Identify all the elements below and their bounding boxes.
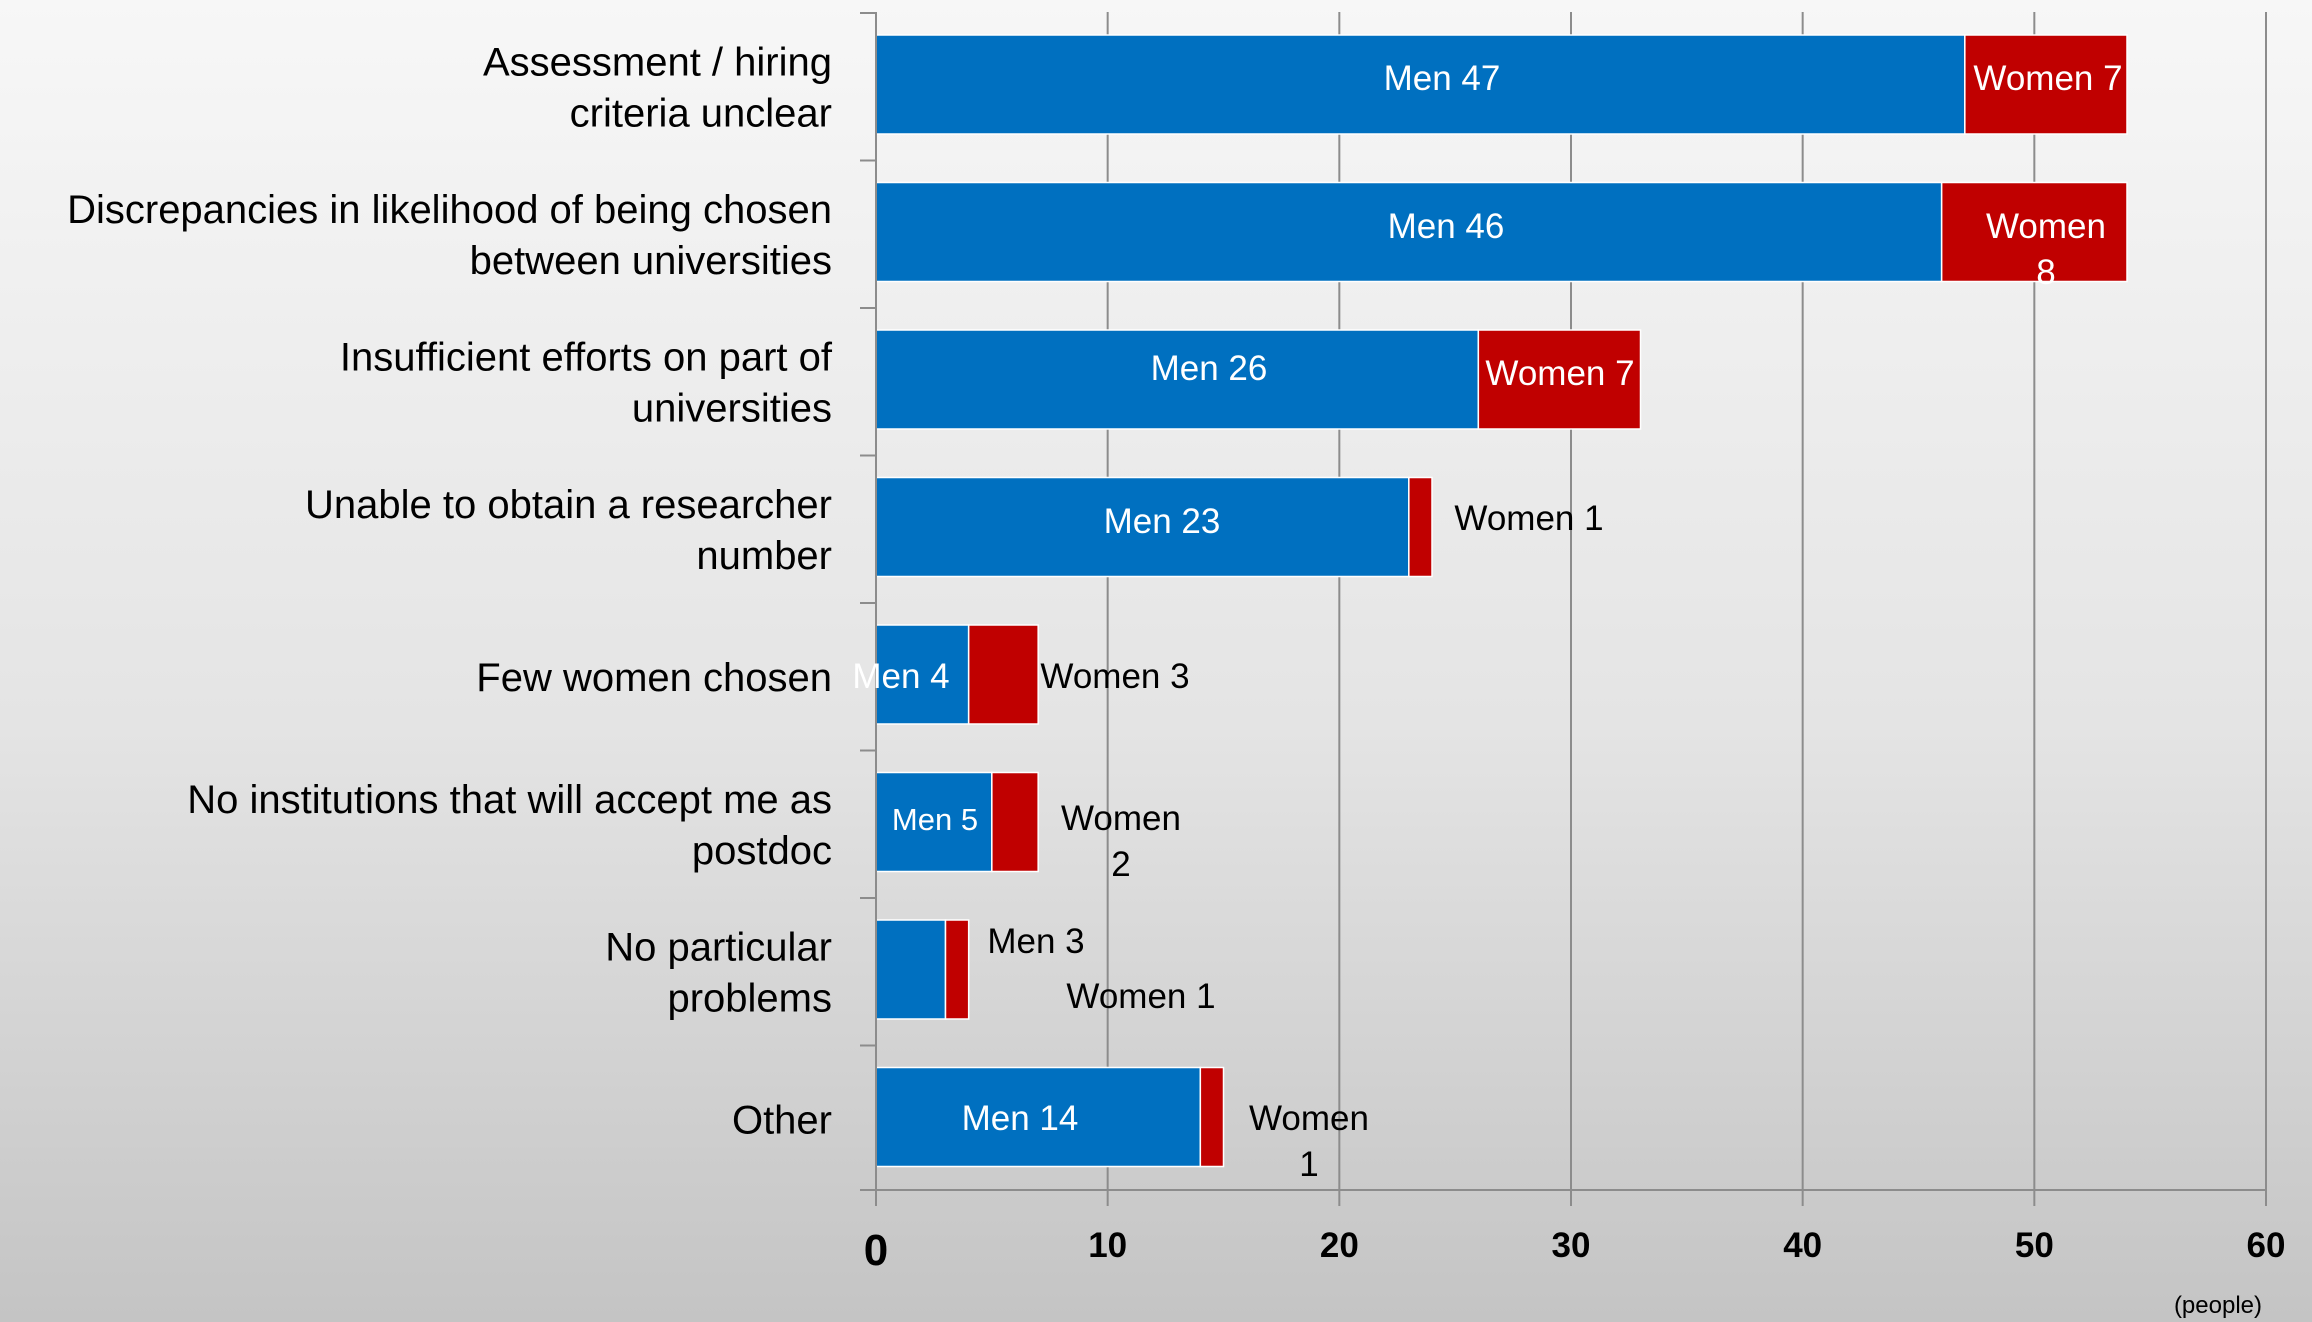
category-label-line: Insufficient efforts on part of [340,335,833,379]
data-label-line: Women [1986,207,2106,246]
x-tick-label: 40 [1783,1226,1822,1265]
data-label-women: Women 3 [1040,657,1189,696]
x-tick-label: 0 [864,1226,888,1275]
data-label-line: Men 5 [892,802,978,837]
bar-men [875,329,1480,430]
data-label-line: Women [1061,799,1181,838]
bar-men [875,476,1410,578]
data-label-line: 2 [1111,845,1130,884]
bars [875,34,2128,1168]
data-label-men: Men 14 [962,1099,1079,1138]
category-label-line: No particular [605,925,832,969]
data-label-line: Women [1249,1099,1369,1138]
data-label-line: Women 7 [1485,354,1634,393]
x-tick-label: 20 [1320,1226,1359,1265]
category-label: Discrepancies in likelihood of being cho… [67,188,832,283]
bar-women [991,771,1039,873]
bar-women [1408,476,1433,578]
bar-men [875,624,970,725]
bar-women [967,624,1039,725]
data-label-line: 8 [2036,253,2055,292]
axes [860,12,2267,1206]
data-label-line: Men 4 [852,657,949,696]
data-label-men: Men 26 [1151,349,1268,388]
category-label: Few women chosen [476,656,832,700]
x-tick-labels: 0 10 20 30 40 50 60 [864,1226,2286,1275]
category-label-line: Other [732,1098,832,1142]
category-label: Insufficient efforts on part of universit… [340,335,833,430]
data-label-line: 1 [1299,1145,1318,1184]
category-label: Unable to obtain a researcher number [305,483,832,578]
category-label-line: Discrepancies in likelihood of being cho… [67,188,832,232]
category-label-line: Few women chosen [476,656,832,700]
category-labels: Assessment / hiring criteria unclear Discr… [67,40,833,1142]
bar-men [875,181,1943,283]
category-label-line: postdoc [692,829,832,873]
data-label-women: Women 1 [1066,977,1215,1016]
bar-men [875,771,993,873]
bar-women [1964,34,2128,135]
category-label-line: between universities [470,239,832,283]
category-label-line: No institutions that will accept me as [187,778,832,822]
bar-women [944,919,970,1020]
data-label-men: Men 23 [1104,502,1221,541]
category-label-line: criteria unclear [570,91,832,135]
data-label-women: Women 2 [1061,799,1181,884]
bar-women [1940,181,2128,283]
data-label-line: Women 7 [1973,59,2122,98]
data-label-line: Women 1 [1454,499,1603,538]
x-tick-label: 50 [2015,1226,2054,1265]
data-label-men: Men 3 [987,922,1084,961]
data-label-women: Women 7 [1973,59,2122,98]
category-label: No particular problems [605,925,832,1020]
category-label-line: Unable to obtain a researcher [305,483,832,527]
bar-women [1477,329,1642,430]
bar-women [1199,1066,1225,1168]
data-label-line: Women 3 [1040,657,1189,696]
data-label-line: Men 3 [987,922,1084,961]
data-label-line: Men 26 [1151,349,1268,388]
x-tick-label: 10 [1088,1226,1127,1265]
data-label-men: Men 46 [1388,207,1505,246]
data-label-women: Women 1 [1454,499,1603,538]
category-label: Other [732,1098,832,1142]
bar-men [875,34,1966,135]
x-axis-unit-label: (people) [2174,1292,2262,1319]
category-label: Assessment / hiring criteria unclear [483,40,832,135]
x-tick-label: 30 [1552,1226,1591,1265]
data-label-line: Men 46 [1388,207,1505,246]
data-label-women: Women 8 [1986,207,2106,292]
category-label: No institutions that will accept me as po… [187,778,832,873]
bar-men [875,919,947,1020]
category-label-line: number [696,534,832,578]
data-labels: Men 47 Women 7 Men 46 Women 8 Men 26 Women 7 Me… [852,59,2122,1184]
data-label-line: Men 14 [962,1099,1079,1138]
data-label-line: Men 47 [1384,59,1501,98]
bar-men [875,1066,1202,1168]
category-label-line: Assessment / hiring [483,40,832,84]
category-label-line: problems [667,976,832,1020]
data-label-women: Women 7 [1485,354,1634,393]
data-label-line: Men 23 [1104,502,1221,541]
data-label-men: Men 47 [1384,59,1501,98]
data-label-men: Men 4 [852,657,949,696]
data-label-women: Women 1 [1249,1099,1369,1184]
x-tick-label: 60 [2247,1226,2286,1265]
data-label-men: Men 5 [892,802,978,837]
data-label-line: Women 1 [1066,977,1215,1016]
category-label-line: universities [632,386,832,430]
